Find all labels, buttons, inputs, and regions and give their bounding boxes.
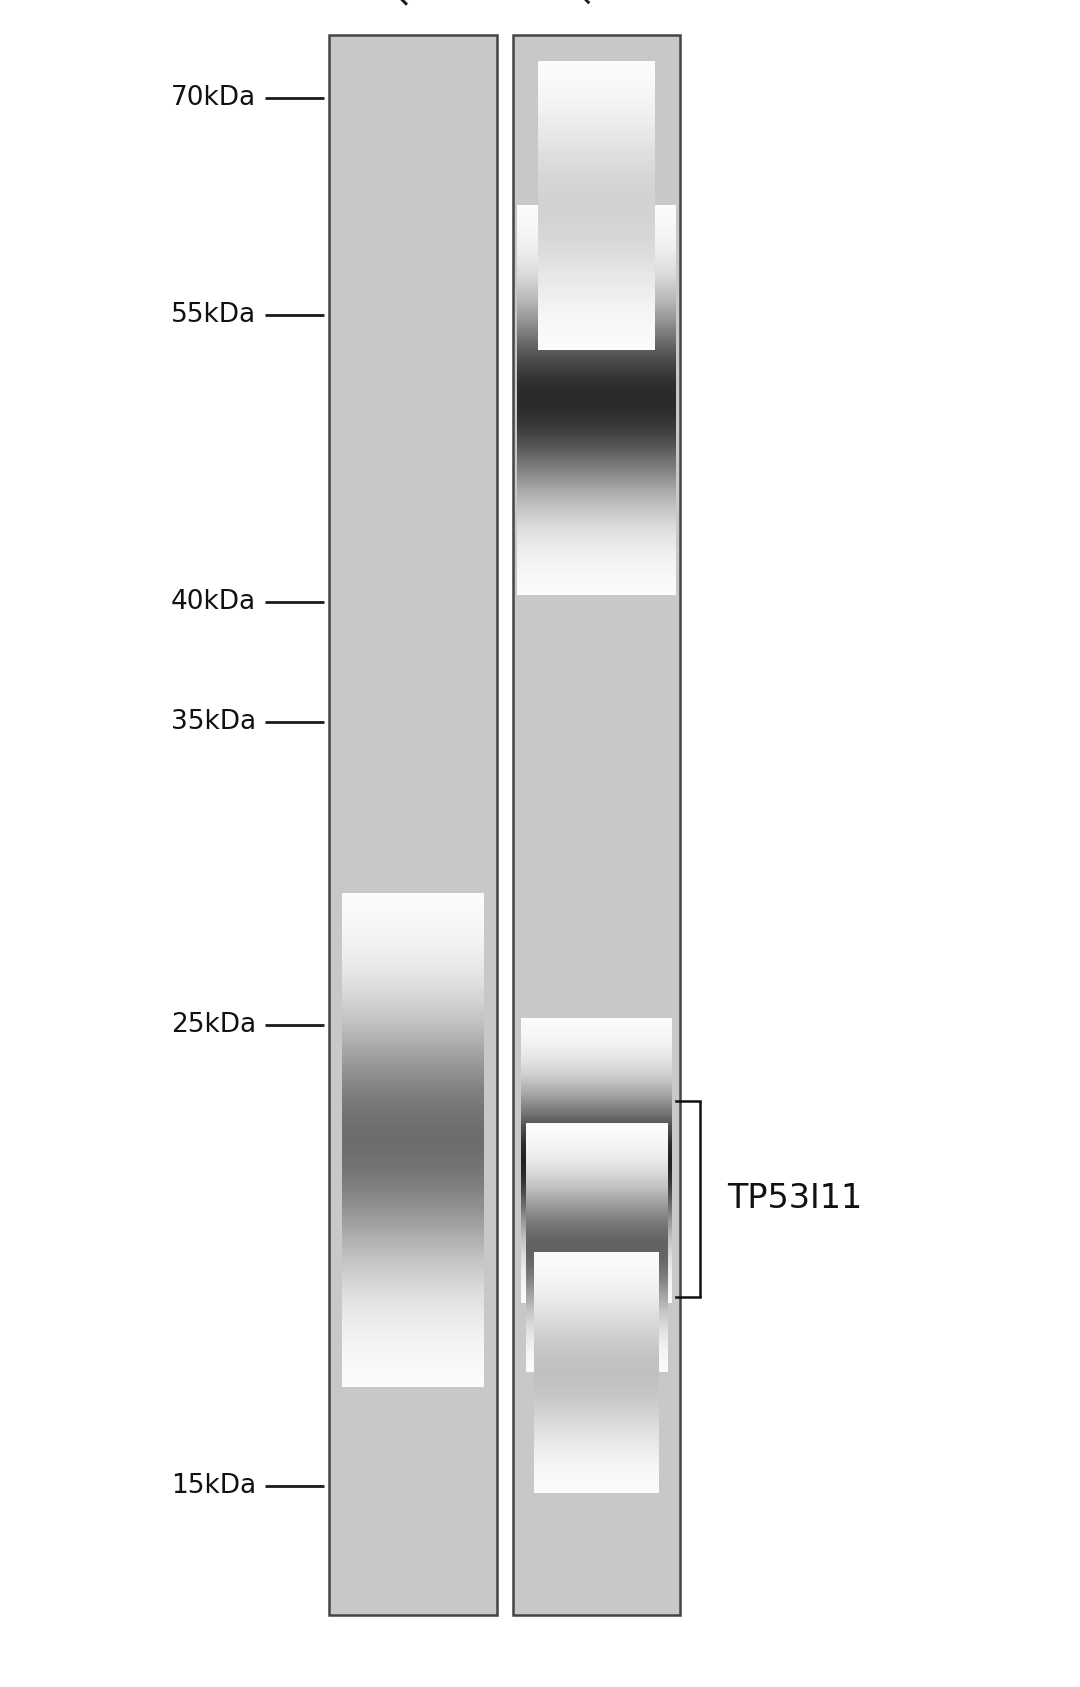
Text: 15kDa: 15kDa [171, 1473, 256, 1498]
Text: Mouse brain: Mouse brain [571, 0, 718, 10]
Text: 35kDa: 35kDa [171, 709, 256, 736]
Text: HeLa: HeLa [388, 0, 460, 10]
Bar [329, 35, 497, 1614]
Text: 55kDa: 55kDa [171, 302, 256, 327]
Bar [513, 35, 680, 1614]
Text: 70kDa: 70kDa [171, 84, 256, 111]
Text: TP53I11: TP53I11 [727, 1183, 862, 1215]
Text: 25kDa: 25kDa [171, 1012, 256, 1039]
Text: 40kDa: 40kDa [171, 589, 256, 614]
